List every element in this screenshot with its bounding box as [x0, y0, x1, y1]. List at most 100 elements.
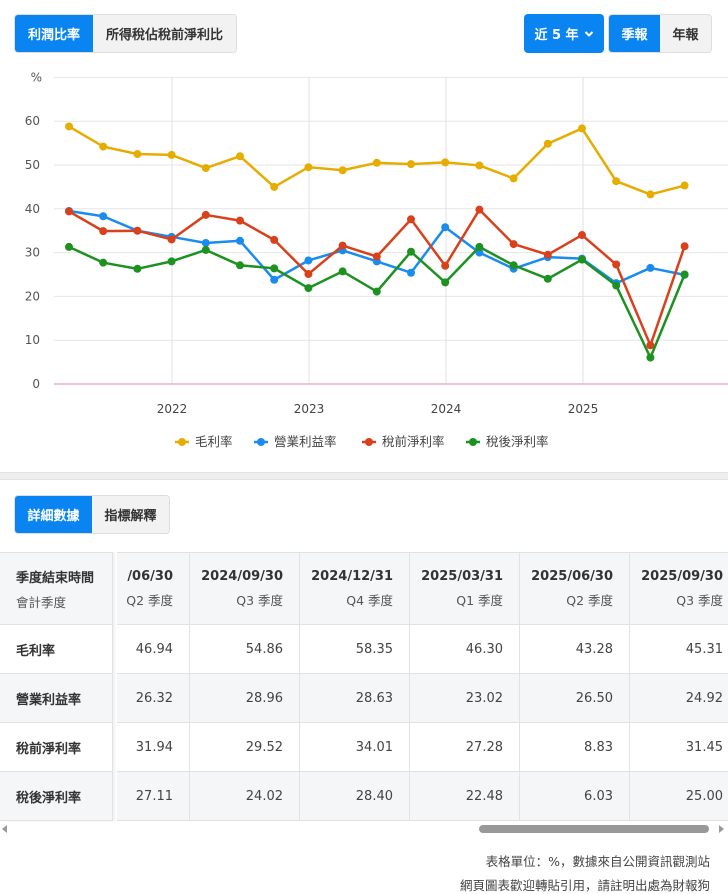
data-point — [646, 353, 655, 362]
line-chart-svg: 0 10 20 30 40 50 60% 2022 2023 2024 2025 毛利率 營業利益率 稅前… — [25, 70, 728, 449]
legend-label: 稅後淨利率 — [486, 434, 549, 449]
table-cell: 34.01 — [300, 723, 409, 772]
data-point — [612, 281, 621, 290]
data-point — [407, 215, 415, 224]
x-axis-tick-label: 2022 — [157, 402, 188, 416]
data-point — [167, 257, 176, 266]
data-point — [133, 226, 142, 235]
data-point — [475, 161, 484, 170]
ratio-type-tabs: 利潤比率 所得稅佔稅前淨利比 — [14, 14, 237, 53]
data-point — [304, 270, 313, 279]
table-cell: 28.63 — [300, 674, 409, 723]
table-scroll-area[interactable]: /06/30 Q2 季度 46.94 26.32 31.94 27.11 202… — [117, 552, 728, 821]
header-fiscal-quarter-label: 會計季度 — [16, 594, 67, 610]
data-point — [338, 166, 347, 175]
table-column: 2025/06/30 Q2 季度 43.28 26.50 8.83 6.03 — [520, 552, 630, 821]
legend-marker-icon — [469, 438, 477, 446]
row-label-operating-margin: 營業利益率 — [0, 674, 113, 723]
citation-note: 網頁圖表歡迎轉貼引用，請註明出處為財報狗 — [459, 878, 710, 893]
column-header: 2025/03/31 Q1 季度 — [410, 552, 519, 625]
detail-tabs: 詳細數據 指標解釋 — [14, 495, 170, 534]
column-date: 2025/03/31 — [421, 568, 503, 584]
column-date: 2024/12/31 — [311, 568, 393, 584]
table-column: 2025/03/31 Q1 季度 46.30 23.02 27.28 22.48 — [410, 552, 520, 821]
data-point — [543, 274, 552, 283]
data-point — [201, 210, 210, 219]
tab-detail-data[interactable]: 詳細數據 — [15, 496, 92, 533]
table-cell: 27.11 — [117, 772, 189, 821]
data-point — [543, 250, 552, 259]
tab-income-tax-ratio[interactable]: 所得稅佔稅前淨利比 — [93, 15, 236, 52]
legend-label: 營業利益率 — [274, 434, 337, 449]
column-quarter: Q2 季度 — [566, 592, 613, 608]
legend-marker-icon — [178, 438, 186, 446]
data-point — [441, 158, 450, 167]
data-point — [304, 284, 313, 293]
data-point — [680, 270, 689, 279]
table-column: /06/30 Q2 季度 46.94 26.32 31.94 27.11 — [117, 552, 190, 821]
data-point — [578, 124, 586, 133]
table-column: 2024/09/30 Q3 季度 54.86 28.96 29.52 24.02 — [190, 552, 300, 821]
data-point — [167, 235, 176, 244]
column-date: 2025/06/30 — [531, 568, 613, 584]
x-axis-tick-label: 2025 — [568, 402, 599, 416]
column-header: 2024/12/31 Q4 季度 — [300, 552, 409, 625]
data-point — [441, 261, 450, 270]
column-quarter: Q2 季度 — [126, 592, 173, 608]
data-point — [304, 256, 313, 265]
data-point — [612, 177, 621, 186]
column-date: 2024/09/30 — [201, 568, 283, 584]
data-point — [680, 242, 689, 251]
data-point — [270, 182, 279, 191]
data-point — [372, 252, 381, 261]
y-axis-tick-label: 0 — [32, 377, 40, 391]
x-axis-tick-label: 2023 — [294, 402, 325, 416]
table-cell: 45.31 — [630, 625, 728, 674]
data-point — [65, 242, 73, 251]
data-point — [372, 287, 381, 296]
tab-profit-ratio[interactable]: 利潤比率 — [15, 15, 93, 52]
range-select-dropdown[interactable]: 近 5 年 — [524, 14, 604, 53]
data-point — [441, 223, 450, 232]
data-point — [578, 231, 586, 240]
scroll-left-arrow-icon[interactable] — [2, 825, 7, 833]
table-cell: 58.35 — [300, 625, 409, 674]
table-cell: 26.50 — [520, 674, 629, 723]
data-point — [441, 278, 450, 287]
data-point — [338, 241, 347, 250]
chevron-down-icon — [584, 30, 593, 37]
series-line — [68, 209, 685, 285]
data-point — [201, 238, 210, 247]
x-axis-tick-label: 2024 — [431, 402, 462, 416]
scrollbar-thumb[interactable] — [479, 825, 709, 833]
data-point — [65, 207, 73, 216]
table-unit-note: 表格單位：%，數據來自公開資訊觀測站 — [485, 854, 710, 869]
data-point — [236, 216, 244, 225]
table-cell: 27.28 — [410, 723, 519, 772]
series-line — [68, 208, 686, 347]
table-cell: 25.00 — [630, 772, 728, 821]
data-point — [133, 264, 142, 273]
data-point — [99, 212, 108, 221]
tab-annual[interactable]: 年報 — [660, 15, 711, 52]
table-cell: 8.83 — [520, 723, 629, 772]
horizontal-scrollbar[interactable] — [0, 822, 728, 836]
header-period-end-label: 季度結束時間 — [16, 570, 95, 586]
y-axis-tick-label: 40 — [25, 202, 40, 216]
table-cell: 29.52 — [190, 723, 299, 772]
column-quarter: Q4 季度 — [346, 592, 393, 608]
table-cell: 31.45 — [630, 723, 728, 772]
data-point — [509, 261, 518, 270]
scroll-right-arrow-icon[interactable] — [719, 825, 724, 833]
data-point — [99, 142, 108, 151]
table-cell: 43.28 — [520, 625, 629, 674]
data-point — [646, 190, 655, 199]
column-header: /06/30 Q2 季度 — [117, 552, 189, 625]
column-quarter: Q3 季度 — [236, 592, 283, 608]
data-point — [270, 275, 279, 284]
data-point — [680, 181, 689, 190]
tab-indicator-explanation[interactable]: 指標解釋 — [92, 496, 169, 533]
data-point — [99, 258, 108, 267]
tab-quarterly[interactable]: 季報 — [609, 15, 660, 52]
data-table: 季度結束時間 會計季度 毛利率 營業利益率 稅前淨利率 稅後淨利率 /06/30… — [0, 552, 728, 822]
